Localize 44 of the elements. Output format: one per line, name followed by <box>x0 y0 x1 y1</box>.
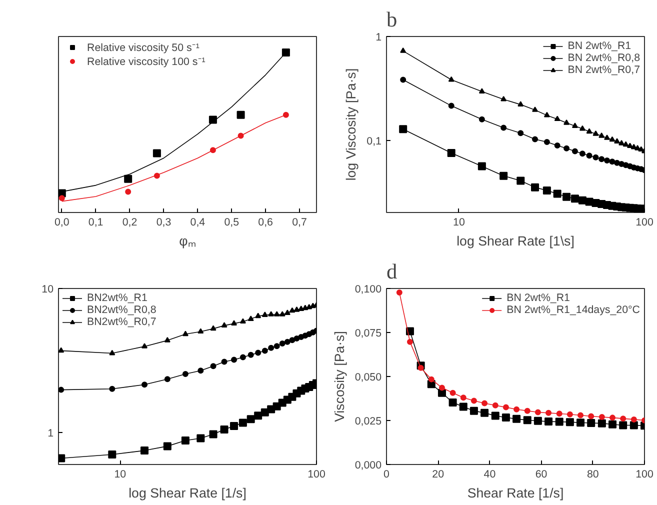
legend-label: Relative viscosity 100 s⁻¹ <box>87 55 206 68</box>
chart-title: d <box>386 260 398 284</box>
x-tick-label: 0,4 <box>190 216 206 228</box>
x-tick-label: 20 <box>432 468 444 480</box>
x-axis-title: log Shear Rate [1/s] <box>128 486 246 500</box>
y-tick-label: 0,100 <box>354 284 382 296</box>
y-tick-label: 0,050 <box>354 372 382 384</box>
x-tick-label: 100 <box>308 468 326 480</box>
x-tick-label: 100 <box>636 468 654 480</box>
y-axis-title: log Viscosity [Pa·s] <box>344 68 359 181</box>
x-tick-label: 0,3 <box>156 216 172 228</box>
x-axis-title: Shear Rate [1/s] <box>467 486 564 500</box>
y-tick-label: 1 <box>376 32 382 44</box>
legend-label: BN2wt%_R1 <box>87 292 148 304</box>
x-tick-label: 80 <box>586 468 599 480</box>
legend-label: BN 2wt%_R0,8 <box>568 52 640 64</box>
x-tick-label: 60 <box>535 468 548 480</box>
legend-label: BN2wt%_R0,7 <box>87 316 156 328</box>
x-axis-title: log Shear Rate [1\s] <box>456 234 574 248</box>
y-tick-label: 0,075 <box>354 328 382 340</box>
y-axis-title: Viscosity [Pa·s] <box>332 331 347 422</box>
y-tick-label: 0,025 <box>354 416 382 428</box>
x-tick-label: 0 <box>384 468 390 480</box>
legend-label: BN 2wt%_R1 <box>506 292 570 304</box>
legend-label: BN 2wt%_R1_14days_20°C <box>506 304 640 316</box>
x-tick-label: 0,7 <box>292 216 308 228</box>
x-tick-label: 0,6 <box>258 216 274 228</box>
x-tick-label: 0,2 <box>122 216 138 228</box>
legend-label: BN2wt%_R0,8 <box>87 304 156 316</box>
legend-label: Relative viscosity 50 s⁻¹ <box>87 41 200 54</box>
x-tick-label: 40 <box>484 468 496 480</box>
y-tick-label: 0,000 <box>354 460 382 472</box>
x-tick-label: 0,1 <box>88 216 104 228</box>
x-tick-label: 10 <box>114 468 126 480</box>
x-tick-label: 100 <box>636 216 654 228</box>
x-axis-title: φₘ <box>179 234 196 248</box>
x-tick-label: 0,5 <box>224 216 240 228</box>
y-tick-label: 1 <box>48 428 54 440</box>
y-tick-label: 0,1 <box>366 136 382 148</box>
legend-label: BN 2wt%_R1 <box>568 40 632 52</box>
chart-title: b <box>386 8 398 32</box>
legend-label: BN 2wt%_R0,7 <box>568 64 640 76</box>
x-tick-label: 0,0 <box>54 216 70 228</box>
x-tick-label: 10 <box>453 216 465 228</box>
